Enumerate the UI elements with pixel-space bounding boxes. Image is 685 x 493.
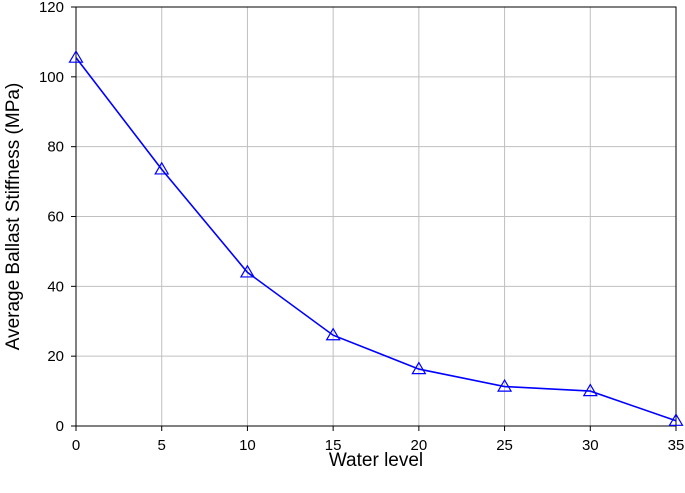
x-tick-labels: 0 5 10 15 20 25 30 35 [72, 437, 685, 454]
x-tick-label: 30 [582, 437, 599, 454]
y-axis-title: Average Ballast Stiffness (MPa) [3, 83, 24, 351]
x-axis-title: Water level [329, 450, 423, 471]
data-point [668, 413, 684, 426]
y-tick-label: 40 [47, 278, 64, 295]
data-point [154, 161, 170, 175]
y-tick-label: 120 [39, 0, 64, 16]
tick-marks [71, 6, 677, 431]
x-tick-label: 15 [325, 437, 342, 454]
y-tick-label: 20 [47, 348, 64, 365]
y-tick-label: 80 [47, 139, 64, 156]
y-tick-label: 60 [47, 209, 64, 226]
x-tick-label: 10 [239, 437, 256, 454]
data-point [582, 383, 598, 397]
y-tick-label: 100 [39, 69, 64, 86]
x-tick-label: 0 [72, 437, 80, 454]
data-point [68, 49, 84, 63]
x-tick-label: 35 [668, 437, 685, 454]
grid [76, 7, 676, 426]
series-line [75, 57, 677, 422]
data-point [325, 327, 341, 341]
x-tick-label: 5 [158, 437, 166, 454]
y-tick-label: 0 [56, 418, 64, 435]
data-point [411, 361, 427, 375]
y-tick-labels: 0 20 40 60 80 100 120 [39, 0, 64, 435]
x-tick-label: 25 [496, 437, 513, 454]
data-point [239, 264, 255, 278]
x-tick-label: 20 [411, 437, 428, 454]
data-point [497, 378, 513, 392]
series-group [68, 49, 684, 426]
